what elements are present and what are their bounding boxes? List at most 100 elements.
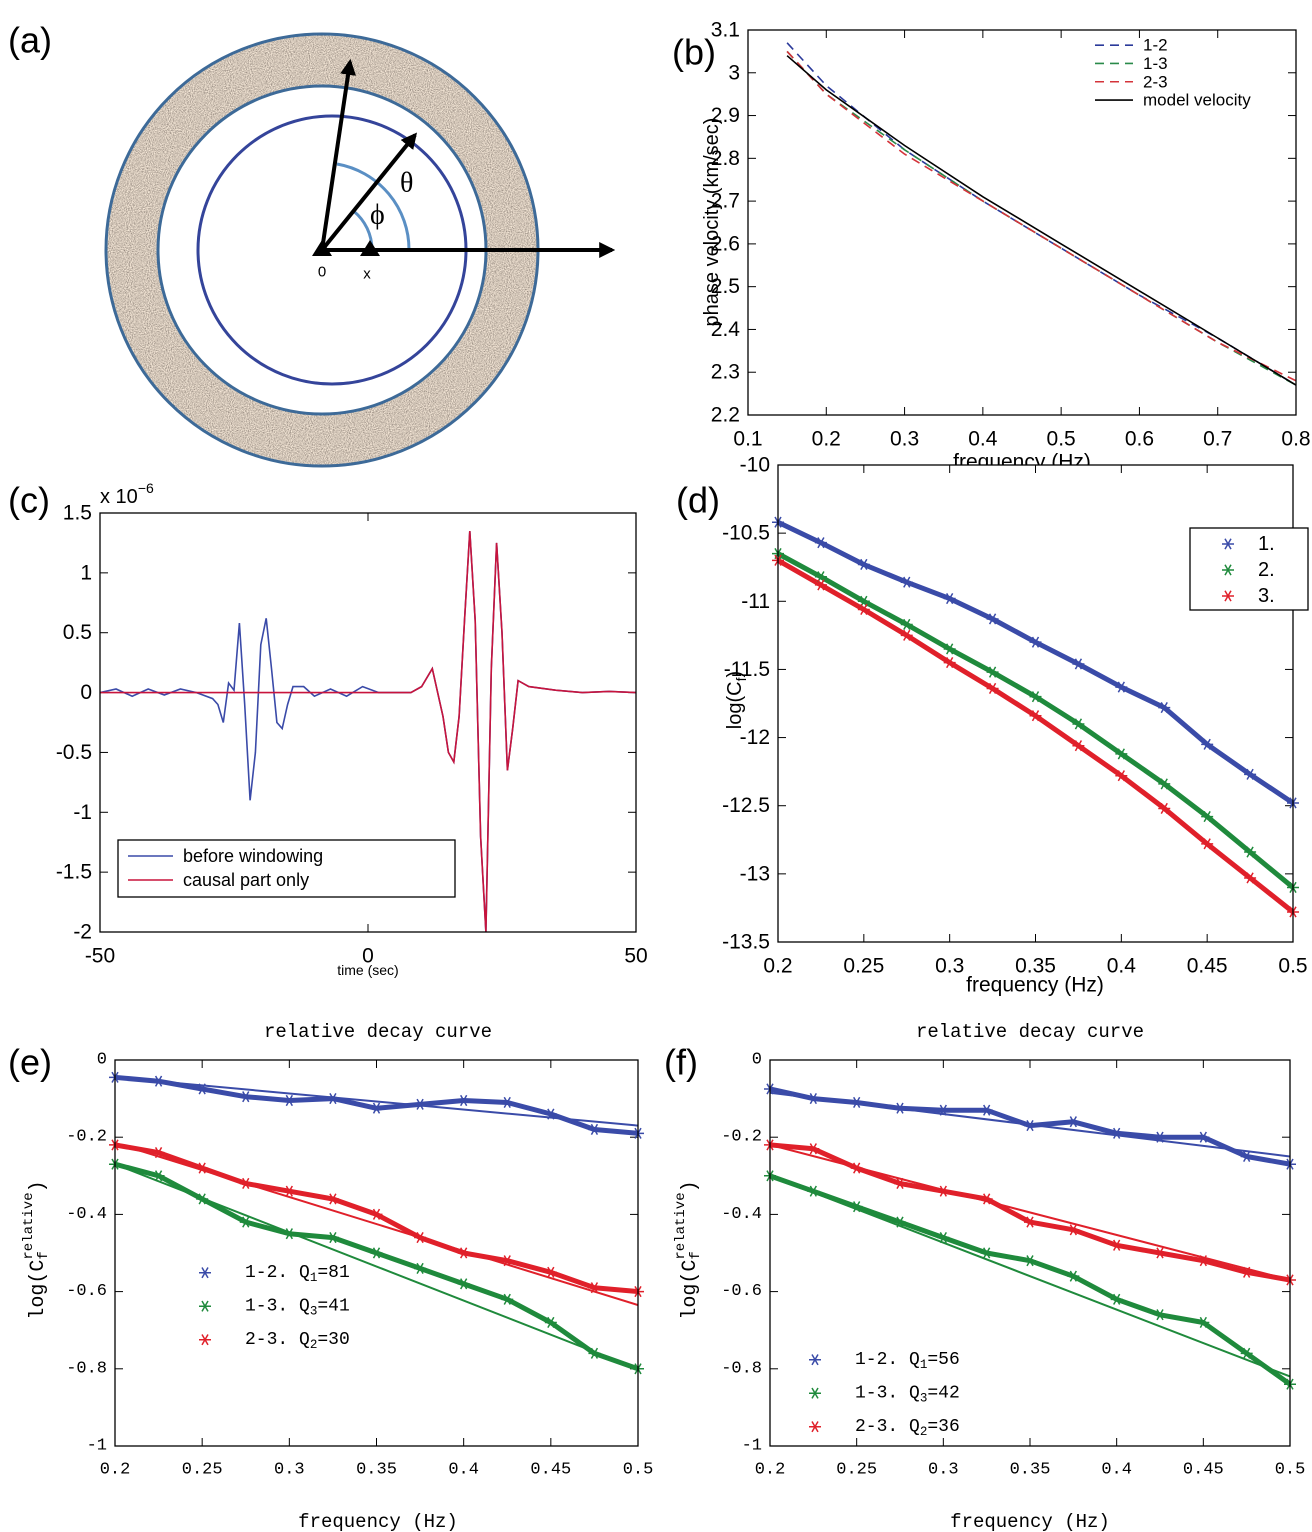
label-part: 2-3. Q	[245, 1330, 310, 1350]
marker	[900, 576, 913, 588]
plot-frame	[99, 512, 637, 933]
x-tick-label: 0.5	[1047, 428, 1076, 451]
marker	[1115, 770, 1128, 782]
legend-label: 1-3. Q3=42	[855, 1383, 960, 1405]
x-axis-label: frequency (Hz)	[298, 1511, 458, 1532]
x-tick-label: 0.5	[623, 1461, 654, 1480]
marker	[1158, 778, 1171, 790]
label-part: 2-3. Q	[855, 1417, 920, 1437]
label-part: f	[733, 677, 749, 681]
marker	[943, 657, 956, 669]
legend-label: 3.	[1258, 585, 1275, 607]
plot-frame	[769, 1059, 1291, 1447]
y-tick-label: 1	[80, 561, 92, 584]
marker	[544, 1316, 557, 1329]
x-axis-label: time (sec)	[337, 962, 398, 978]
x-axis-label: frequency (Hz)	[966, 974, 1104, 997]
x-tick-label: -50	[85, 945, 115, 968]
x-tick-label: 0.6	[1125, 428, 1154, 451]
x-tick-label: 0.3	[274, 1461, 305, 1480]
marker	[370, 1247, 383, 1259]
y-tick-label: 2.7	[711, 190, 740, 213]
marker	[1115, 748, 1128, 760]
y-tick-label: -0.6	[66, 1282, 107, 1301]
marker	[588, 1282, 601, 1294]
y-tick-label: 2.9	[711, 104, 740, 127]
y-tick-label: 0	[80, 681, 92, 704]
marker	[850, 1096, 863, 1108]
marker	[326, 1231, 339, 1244]
marker	[457, 1247, 470, 1259]
label-part: =36	[927, 1417, 959, 1437]
marker	[1067, 1224, 1080, 1236]
marker	[894, 1216, 906, 1228]
panel-label: (e)	[8, 1042, 52, 1083]
marker	[588, 1123, 601, 1136]
legend-label: 1-2. Q1=81	[245, 1263, 350, 1285]
y-tick-label: -1	[742, 1437, 762, 1456]
label-part: −6	[138, 480, 154, 496]
label-part: log(C	[724, 681, 746, 729]
marker	[1110, 1127, 1123, 1139]
x-tick-label: 0.8	[1281, 428, 1310, 451]
y-tick-label: 2.2	[711, 404, 740, 427]
station-marker	[312, 240, 332, 256]
y-tick-label: -0.8	[66, 1359, 107, 1378]
y-tick-label: 3	[728, 61, 740, 84]
y-tick-label: -1	[87, 1437, 107, 1456]
y-tick-label: -0.2	[66, 1128, 107, 1147]
label-part: =81	[317, 1263, 349, 1283]
label-part: =30	[317, 1330, 349, 1350]
y-tick-label: 2.6	[711, 232, 740, 255]
marker	[937, 1231, 950, 1244]
y-tick-label: -13.5	[722, 931, 770, 954]
marker	[1067, 1270, 1080, 1282]
receiver-arrow	[320, 132, 418, 252]
marker	[588, 1347, 601, 1359]
legend-label: 1-2. Q1=56	[855, 1350, 960, 1372]
panel-label: (a)	[8, 20, 52, 61]
label-part: 1-3. Q	[855, 1383, 920, 1403]
legend-label: 1-3	[1143, 54, 1168, 73]
label-part: =41	[317, 1296, 349, 1316]
marker	[501, 1096, 514, 1108]
marker	[196, 1193, 209, 1205]
legend-box	[1189, 527, 1309, 611]
y-tick-label: -0.2	[721, 1128, 762, 1147]
marker	[980, 1247, 993, 1259]
marker	[1115, 681, 1128, 693]
marker	[370, 1208, 383, 1220]
x-tick-label: 0.4	[968, 428, 998, 451]
y-tick-label: 0.5	[63, 621, 92, 644]
marker	[1029, 710, 1042, 722]
y-axis-label: phase velocity (km/sec)	[701, 118, 723, 327]
marker	[1222, 564, 1234, 576]
marker	[943, 592, 956, 605]
marker	[1072, 658, 1085, 670]
x-tick-label: 0.1	[733, 428, 762, 451]
marker	[152, 1147, 165, 1159]
marker	[544, 1108, 557, 1120]
y-tick-label: -12	[740, 726, 770, 749]
chart-title: relative decay curve	[264, 1021, 492, 1043]
legend-label: before windowing	[183, 846, 323, 866]
panel-label: (d)	[676, 480, 720, 521]
marker	[1154, 1131, 1166, 1143]
x-tick-label: 0.45	[1187, 955, 1228, 978]
marker	[1024, 1120, 1036, 1132]
marker	[980, 1104, 993, 1116]
marker	[809, 1354, 821, 1366]
marker	[814, 537, 827, 549]
label-part: 2	[920, 1425, 928, 1439]
legend-label: 2-3	[1143, 72, 1168, 91]
series-line	[786, 50, 1296, 382]
marker	[152, 1075, 165, 1087]
x-tick-label: 0.5	[1275, 1461, 1306, 1480]
label-part: 2	[310, 1338, 318, 1352]
legend-label: 2-3. Q2=36	[855, 1417, 960, 1439]
marker	[199, 1334, 211, 1346]
marker	[239, 1216, 252, 1228]
x-tick-label: 0.2	[100, 1461, 131, 1480]
y-tick-label: 2.4	[711, 318, 741, 341]
label-part: 3	[920, 1392, 928, 1406]
